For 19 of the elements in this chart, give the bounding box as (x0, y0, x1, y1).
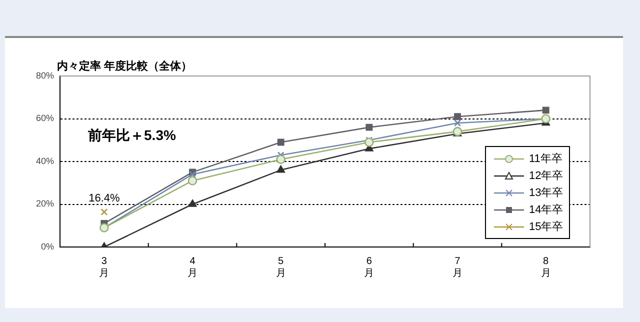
legend-label: 11年卒 (529, 152, 562, 166)
legend-label: 13年卒 (529, 186, 564, 200)
chart-title: 内々定率 年度比較（全体） (57, 60, 192, 73)
x-tick-label: 3月 (99, 256, 110, 279)
x-tick-label: 5月 (276, 256, 286, 279)
legend-label: 15年卒 (529, 220, 564, 234)
annotation: 前年比＋5.3% (87, 126, 176, 143)
legend-label: 14年卒 (529, 202, 564, 217)
x-tick-label: 4月 (188, 256, 198, 279)
annotation: 16.4% (88, 192, 120, 204)
y-tick-label: 60% (36, 113, 54, 124)
legend-label: 12年卒 (529, 168, 564, 183)
x-tick-label: 7月 (452, 256, 463, 279)
y-tick-label: 20% (36, 198, 54, 209)
y-tick-label: 0% (41, 241, 54, 252)
y-tick-label: 40% (36, 156, 54, 166)
x-tick-label: 6月 (364, 256, 374, 279)
y-tick-label: 80% (36, 70, 54, 80)
x-tick-label: 8月 (540, 256, 551, 279)
